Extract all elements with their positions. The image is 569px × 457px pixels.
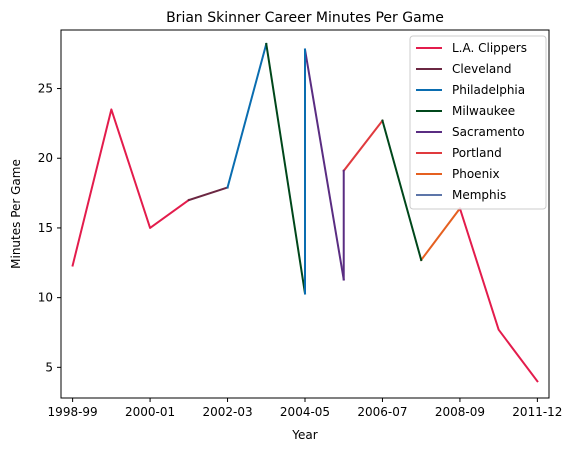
- x-tick-label: 1998-99: [48, 405, 98, 419]
- series-line-1: [187, 186, 229, 202]
- x-tick-label: 2000-01: [125, 405, 175, 419]
- series-line-11: [458, 207, 539, 383]
- legend-label: Phoenix: [452, 167, 500, 181]
- x-tick-label: 2002-03: [202, 405, 252, 419]
- y-axis-label: Minutes Per Game: [9, 159, 23, 269]
- legend-label: Sacramento: [452, 125, 525, 139]
- x-tick-label: 2011-12: [512, 405, 562, 419]
- y-tick-label: 5: [45, 360, 53, 374]
- ticks-layer: 1998-99 2000-01 2002-03 2004-05 2006-07 2008-…: [38, 82, 563, 419]
- y-tick-label: 15: [38, 221, 53, 235]
- legend-label: Cleveland: [452, 62, 512, 76]
- series-line-10: [381, 119, 423, 262]
- x-tick-label: 2008-09: [435, 405, 485, 419]
- y-tick-label: 20: [38, 151, 53, 165]
- legend-label: Philadelphia: [452, 83, 525, 97]
- legend-label: Milwaukee: [452, 104, 515, 118]
- legend-label: Portland: [452, 146, 502, 160]
- chart-title: Brian Skinner Career Minutes Per Game: [166, 10, 444, 26]
- series-line-3: [265, 42, 307, 295]
- legend-items: L.A. Clippers Cleveland Philadelphia Milwau…: [416, 41, 527, 202]
- series-line-6: [419, 207, 462, 262]
- legend-label: Memphis: [452, 188, 506, 202]
- legend-box: [409, 35, 547, 210]
- series-line-4: [303, 48, 345, 281]
- legend-label: L.A. Clippers: [452, 41, 527, 55]
- series-line-0: [71, 108, 191, 267]
- series-line-2: [226, 42, 268, 189]
- x-tick-label: 2004-05: [280, 405, 330, 419]
- legend: L.A. Clippers Cleveland Philadelphia Milwau…: [409, 35, 547, 210]
- series-line-5: [342, 119, 384, 173]
- x-axis-label: Year: [291, 428, 317, 442]
- y-tick-label: 10: [38, 291, 53, 305]
- y-tick-label: 25: [38, 82, 53, 96]
- series-layer: [71, 42, 539, 383]
- x-tick-label: 2006-07: [357, 405, 407, 419]
